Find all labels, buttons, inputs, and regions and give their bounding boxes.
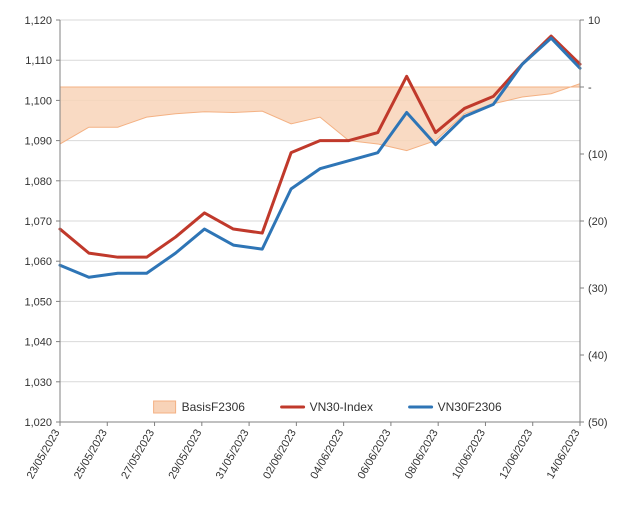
chart-svg: 1,020 1,030 1,040 1,050 1,060 1,070 1,080 1,090…: [0, 0, 640, 512]
y-left-tick-label: 1,070: [24, 216, 52, 228]
y-left-tick-label: 1,030: [24, 377, 52, 389]
y-left-tick-label: 1,100: [24, 95, 52, 107]
y-left-tick-label: 1,020: [24, 417, 52, 429]
legend-label: VN30-Index: [310, 400, 373, 414]
y-right-tick-label: (30): [588, 283, 608, 295]
y-right-tick-label: -: [588, 82, 592, 94]
y-left-tick-label: 1,050: [24, 296, 52, 308]
y-left-tick-label: 1,060: [24, 256, 52, 268]
y-left-tick-label: 1,080: [24, 176, 52, 188]
y-right-tick-label: 10: [588, 15, 600, 27]
y-right-tick-label: (40): [588, 350, 608, 362]
y-right-tick-label: (10): [588, 149, 608, 161]
chart-container: 1,020 1,030 1,040 1,050 1,060 1,070 1,080 1,090…: [0, 0, 640, 512]
y-left-tick-label: 1,090: [24, 136, 52, 148]
legend-label: VN30F2306: [438, 400, 502, 414]
y-left-tick-label: 1,120: [24, 15, 52, 27]
y-left-tick-label: 1,110: [25, 55, 52, 67]
legend-label: BasisF2306: [182, 400, 246, 414]
y-left-tick-label: 1,040: [24, 337, 52, 349]
y-right-tick-label: (20): [588, 216, 608, 228]
y-right-tick-label: (50): [588, 417, 608, 429]
legend-item-basis: BasisF2306: [154, 400, 246, 414]
